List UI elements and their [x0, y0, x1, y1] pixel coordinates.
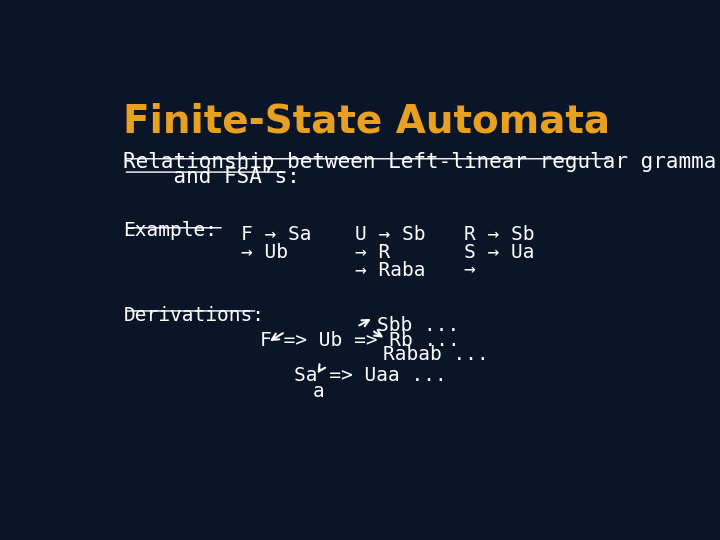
Text: →: → [464, 261, 476, 280]
Text: F → Sa: F → Sa [240, 225, 311, 244]
Text: Relationship between Left-linear regular grammars: Relationship between Left-linear regular… [124, 152, 720, 172]
Text: a: a [313, 382, 325, 401]
Text: Rabab ...: Rabab ... [383, 346, 489, 365]
Text: Finite-State Automata: Finite-State Automata [124, 102, 611, 140]
Text: Example:: Example: [124, 221, 217, 240]
Text: → Ub: → Ub [240, 243, 288, 262]
Text: and FSA’s:: and FSA’s: [124, 167, 300, 187]
Text: → Raba: → Raba [355, 261, 426, 280]
Text: F => Ub => Rb ...: F => Ub => Rb ... [260, 331, 460, 350]
Text: → R: → R [355, 243, 390, 262]
Text: Sbb ...: Sbb ... [377, 316, 459, 335]
Text: R → Sb: R → Sb [464, 225, 534, 244]
Text: Sa => Uaa ...: Sa => Uaa ... [294, 366, 446, 385]
Text: U → Sb: U → Sb [355, 225, 426, 244]
Text: S → Ua: S → Ua [464, 243, 534, 262]
Text: Derivations:: Derivations: [124, 306, 264, 325]
